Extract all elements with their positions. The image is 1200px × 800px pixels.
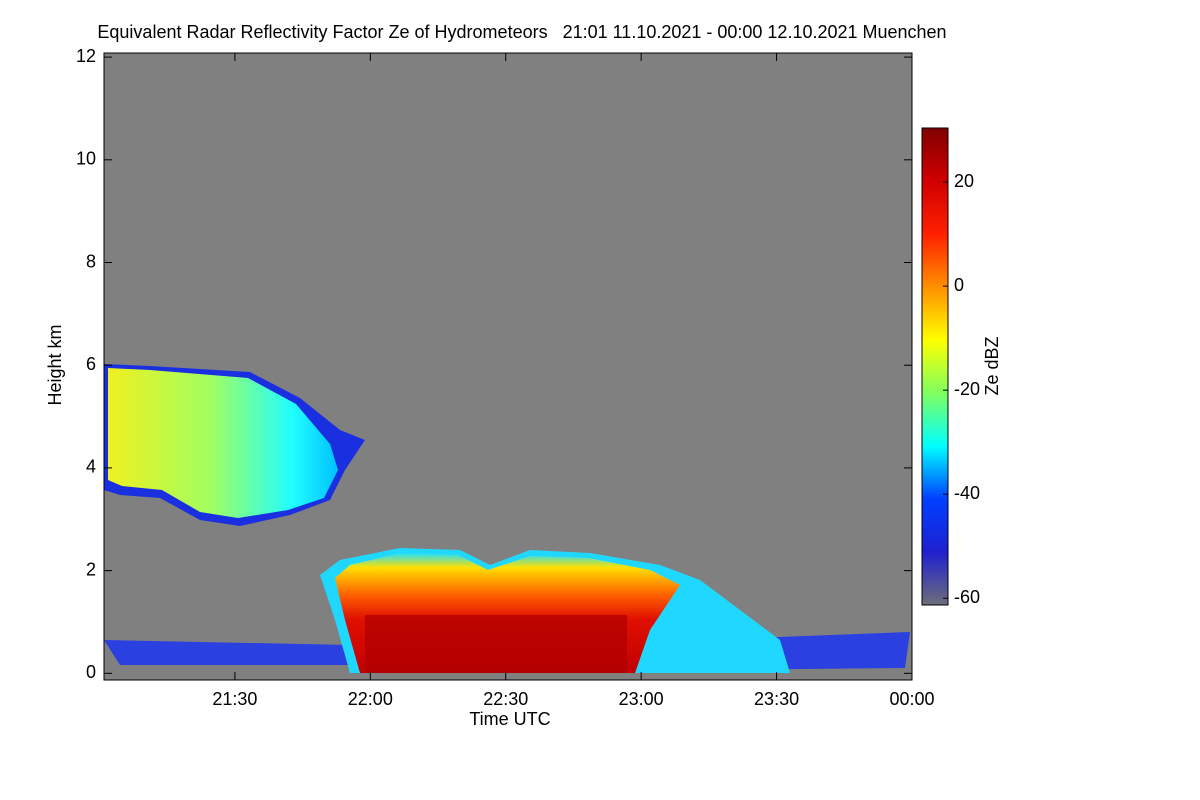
y-tick-label: 6 bbox=[86, 354, 96, 374]
y-axis-label: Height km bbox=[45, 324, 65, 405]
y-tick-label: 0 bbox=[86, 662, 96, 682]
x-axis-label: Time UTC bbox=[469, 709, 550, 729]
x-tick-label: 21:30 bbox=[212, 689, 257, 709]
colorbar-label: Ze dBZ bbox=[982, 336, 1002, 395]
storm-core bbox=[365, 615, 627, 673]
y-tick-label: 4 bbox=[86, 457, 96, 477]
radar-field bbox=[104, 364, 910, 673]
upper-cloud bbox=[108, 368, 338, 518]
x-tick-label: 22:00 bbox=[348, 689, 393, 709]
colorbar-tick-label: 20 bbox=[954, 171, 974, 191]
x-tick-label: 00:00 bbox=[889, 689, 934, 709]
colorbar-tick-label: 0 bbox=[954, 275, 964, 295]
colorbar-tick-label: -60 bbox=[954, 587, 980, 607]
x-tick-label: 23:30 bbox=[754, 689, 799, 709]
colorbar-tick-label: -40 bbox=[954, 483, 980, 503]
x-tick-label: 23:00 bbox=[619, 689, 664, 709]
chart-title: Equivalent Radar Reflectivity Factor Ze … bbox=[97, 22, 946, 42]
y-tick-label: 10 bbox=[76, 149, 96, 169]
colorbar-tick-label: -20 bbox=[954, 379, 980, 399]
colorbar bbox=[921, 127, 949, 606]
y-tick-label: 12 bbox=[76, 46, 96, 66]
y-tick-label: 2 bbox=[86, 559, 96, 579]
x-tick-label: 22:30 bbox=[483, 689, 528, 709]
y-tick-label: 8 bbox=[86, 251, 96, 271]
plot-frame bbox=[103, 52, 913, 681]
